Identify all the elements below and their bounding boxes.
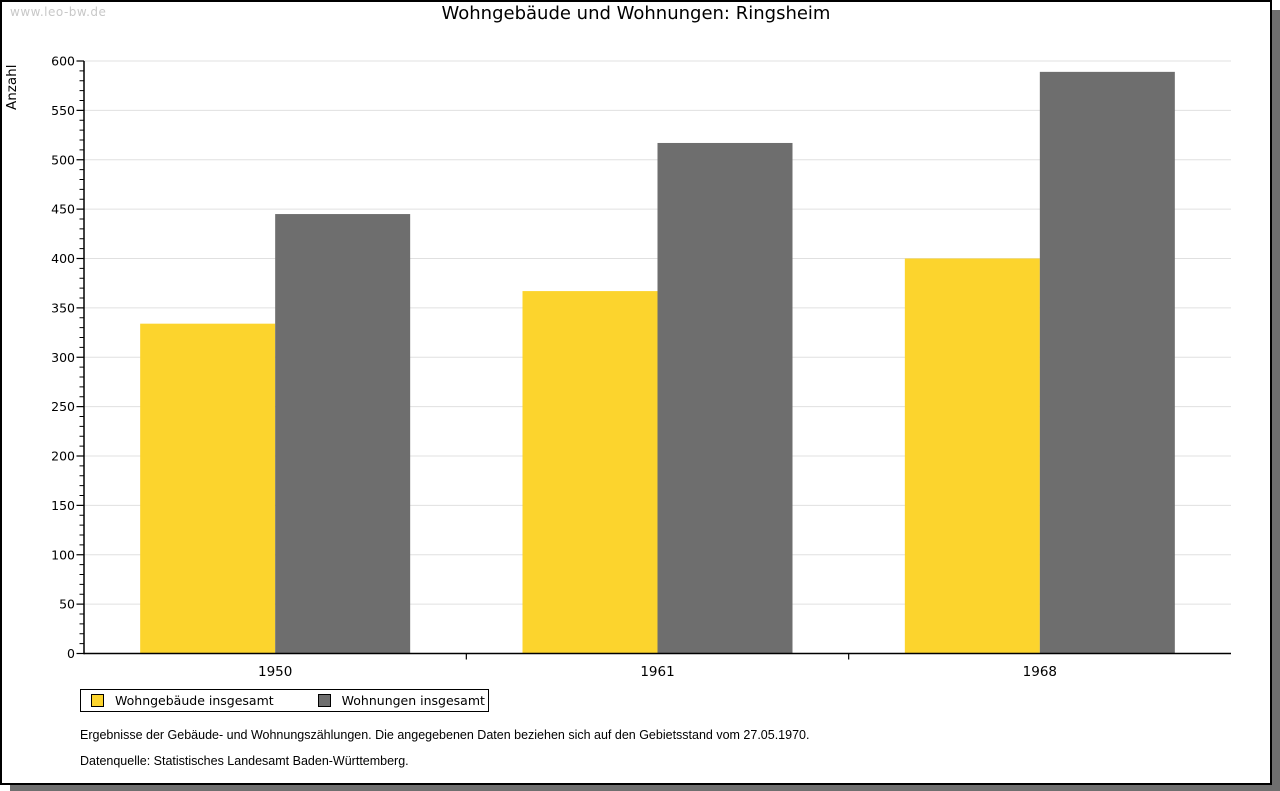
y-tick-label: 400 — [51, 251, 75, 266]
footer-note-2: Datenquelle: Statistisches Landesamt Bad… — [80, 754, 409, 768]
legend-label: Wohngebäude insgesamt — [115, 693, 274, 708]
y-tick-label: 300 — [51, 350, 75, 365]
x-category-label: 1968 — [1023, 664, 1057, 680]
legend-swatch-yellow — [91, 694, 104, 707]
bar — [522, 291, 658, 654]
legend-item: Wohngebäude insgesamt — [91, 693, 274, 708]
y-tick-label: 0 — [67, 646, 75, 661]
y-tick-label: 550 — [51, 103, 75, 118]
y-tick-label: 500 — [51, 152, 75, 167]
legend: Wohngebäude insgesamt Wohnungen insgesam… — [80, 689, 489, 712]
legend-swatch-gray — [317, 694, 331, 707]
y-tick-label: 250 — [51, 399, 75, 414]
bar — [275, 214, 411, 654]
bar — [904, 258, 1040, 654]
bar — [140, 323, 276, 654]
x-category-label: 1961 — [640, 664, 674, 680]
y-tick-label: 350 — [51, 300, 75, 315]
y-tick-label: 50 — [59, 597, 75, 612]
bar — [657, 142, 793, 654]
y-tick-label: 450 — [51, 202, 75, 217]
y-axis-title: Anzahl — [4, 65, 20, 110]
legend-label: Wohnungen insgesamt — [341, 693, 485, 708]
x-category-label: 1950 — [258, 664, 292, 680]
legend-item: Wohnungen insgesamt — [317, 693, 485, 708]
watermark: www.leo-bw.de — [10, 5, 107, 19]
y-tick-label: 600 — [51, 54, 75, 69]
y-tick-label: 200 — [51, 449, 75, 464]
chart-title: Wohngebäude und Wohnungen: Ringsheim — [441, 3, 831, 24]
footer-note-1: Ergebnisse der Gebäude- und Wohnungszähl… — [80, 728, 810, 742]
y-tick-label: 100 — [51, 547, 75, 562]
y-tick-label: 150 — [51, 498, 75, 513]
bar — [1039, 71, 1175, 654]
